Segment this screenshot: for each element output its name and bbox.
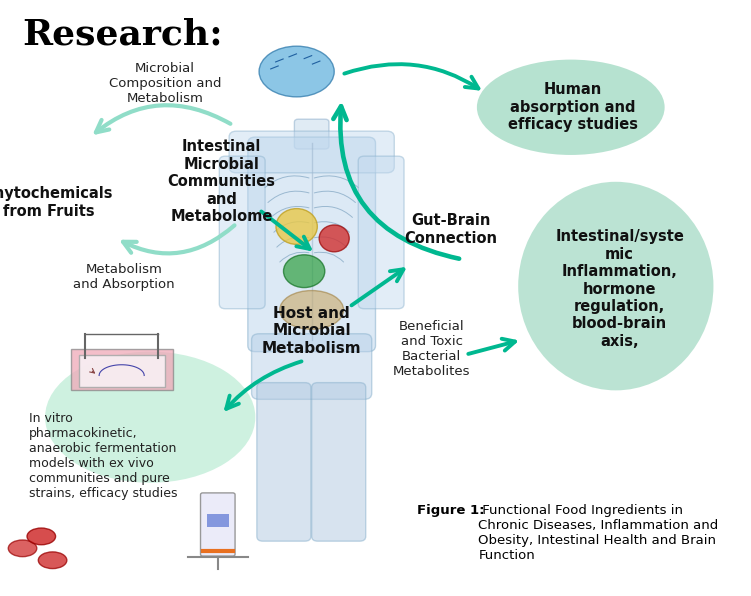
FancyBboxPatch shape [229,131,394,173]
Ellipse shape [319,225,349,252]
Ellipse shape [27,528,56,545]
Ellipse shape [276,209,317,244]
Text: Host and
Microbial
Metabolism: Host and Microbial Metabolism [262,306,361,356]
Ellipse shape [8,540,37,557]
FancyBboxPatch shape [294,119,329,149]
Text: Functional Food Ingredients in
Chronic Diseases, Inflammation and
Obesity, Intes: Functional Food Ingredients in Chronic D… [478,504,719,561]
FancyBboxPatch shape [257,383,311,541]
Ellipse shape [284,255,324,287]
Ellipse shape [518,182,713,390]
Text: Human
absorption and
efficacy studies: Human absorption and efficacy studies [508,82,638,132]
FancyBboxPatch shape [219,156,265,309]
FancyBboxPatch shape [201,493,235,556]
FancyBboxPatch shape [358,156,404,309]
FancyBboxPatch shape [312,383,366,541]
Text: Intestinal
Microbial
Communities
and
Metabolome: Intestinal Microbial Communities and Met… [167,139,276,224]
FancyBboxPatch shape [71,349,173,390]
Text: Figure 1:: Figure 1: [417,504,484,517]
Text: Beneficial
and Toxic
Bacterial
Metabolites: Beneficial and Toxic Bacterial Metabolit… [393,319,471,378]
Text: Gut-Brain
Connection: Gut-Brain Connection [404,213,497,246]
FancyBboxPatch shape [248,137,376,352]
FancyBboxPatch shape [79,355,165,387]
FancyBboxPatch shape [252,334,372,399]
Text: Metabolism
and Absorption: Metabolism and Absorption [73,263,175,291]
Text: Microbial
Composition and
Metabolism: Microbial Composition and Metabolism [109,62,222,105]
Ellipse shape [279,291,344,329]
FancyBboxPatch shape [207,514,229,527]
Ellipse shape [38,552,67,569]
Ellipse shape [45,352,255,483]
Text: Research:: Research: [23,18,223,52]
Ellipse shape [259,46,334,97]
Text: Intestinal/syste
mic
Inflammation,
hormone
regulation,
blood-brain
axis,: Intestinal/syste mic Inflammation, hormo… [555,229,684,349]
Text: Phytochemicals
from Fruits: Phytochemicals from Fruits [0,187,113,219]
Text: In vitro
pharmacokinetic,
anaerobic fermentation
models with ex vivo
communities: In vitro pharmacokinetic, anaerobic ferm… [29,412,177,500]
Ellipse shape [477,60,665,155]
